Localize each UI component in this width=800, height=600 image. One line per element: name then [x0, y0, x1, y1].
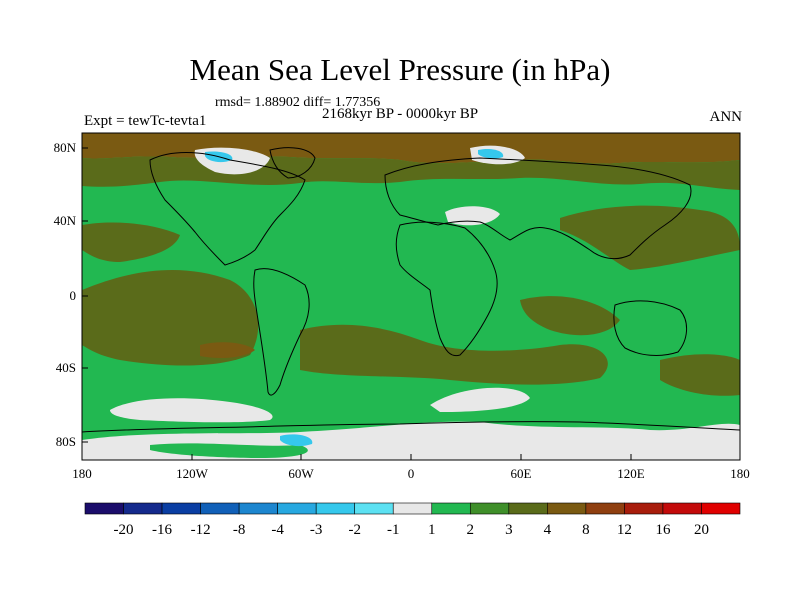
coastlines [81, 147, 741, 433]
colorbar-swatch [84, 502, 124, 515]
colorbar-label: -12 [191, 522, 211, 538]
colorbar-label: -16 [152, 522, 172, 538]
colorbar-label: 20 [694, 522, 709, 538]
colorbar-label: 3 [505, 522, 513, 538]
map-title: Mean Sea Level Pressure (in hPa) [189, 52, 611, 87]
colorbar-label: -2 [348, 522, 361, 538]
olive-nw-pacific [560, 205, 740, 270]
colorbar-swatch [701, 502, 741, 515]
colorbar-label: 1 [428, 522, 436, 538]
lat-tick-80s: 80S [56, 434, 76, 449]
olive-s-pacific-east [660, 354, 740, 396]
olive-s-atlantic [300, 324, 608, 385]
colorbar-label: 2 [467, 522, 475, 538]
colorbar-label: 16 [655, 522, 671, 538]
colorbar-swatch [123, 502, 163, 515]
antarctic-green-patch [150, 443, 308, 458]
colorbar-swatch [469, 502, 510, 515]
rmsd-stats: rmsd= 1.88902 diff= 1.77356 [215, 95, 381, 110]
colorbar-label: -1 [387, 522, 400, 538]
lon-tick-180e: 180 [730, 466, 750, 481]
colorbar-swatch [585, 502, 625, 515]
lat-tick-80n: 80N [54, 140, 77, 155]
lat-axis: 80N 40N 0 40S 80S [54, 140, 88, 449]
olive-s-indian [520, 296, 620, 336]
season-label: ANN [709, 109, 743, 125]
map-panel [82, 133, 740, 460]
colorbar-swatch [624, 502, 664, 515]
time-period: 2168kyr BP - 0000kyr BP [322, 106, 479, 122]
colorbar-swatch [200, 502, 240, 515]
lon-axis: 180 120W 60W 0 60E 120E 180 [72, 454, 750, 481]
colorbar-label: 4 [544, 522, 552, 538]
antarctic-cyan [280, 434, 313, 447]
colorbar-swatch [508, 502, 548, 515]
colorbar-label: -8 [233, 522, 246, 538]
colorbar-swatch [547, 502, 587, 515]
olive-ne-pacific [82, 222, 180, 262]
colorbar-swatch [161, 502, 201, 515]
siberia-cyan [478, 148, 504, 159]
lon-tick-60e: 60E [511, 466, 532, 481]
lat-tick-40n: 40N [54, 213, 77, 228]
colorbar-label: 8 [582, 522, 590, 538]
tibet-light [445, 206, 500, 226]
colorbar-swatch [238, 502, 278, 515]
colorbar-swatch [431, 502, 471, 515]
lat-tick-40s: 40S [56, 360, 76, 375]
colorbar-label: -3 [310, 522, 323, 538]
colorbar-swatch [662, 502, 702, 515]
colorbar-label: -20 [114, 522, 134, 538]
lon-tick-180w: 180 [72, 466, 92, 481]
lon-tick-120w: 120W [176, 466, 209, 481]
brown-s-pacific [200, 342, 255, 358]
lon-tick-0: 0 [408, 466, 415, 481]
lat-tick-0: 0 [70, 288, 77, 303]
colorbar-swatch [354, 502, 394, 515]
colorbar: -20 -16 -12 -8 -4 -3 -2 -1 1 2 3 4 8 12 16 20 [84, 502, 741, 538]
colorbar-label: -4 [271, 522, 284, 538]
southern-light-band [110, 398, 273, 423]
experiment-label: Expt = tewTc-tevta1 [84, 113, 207, 129]
colorbar-swatch [315, 502, 356, 515]
colorbar-label: 12 [617, 522, 632, 538]
lon-tick-60w: 60W [288, 466, 314, 481]
colorbar-swatch [277, 502, 317, 515]
colorbar-swatch [392, 502, 433, 515]
olive-s-pacific [82, 269, 259, 366]
lon-tick-120e: 120E [617, 466, 645, 481]
southern-light-band-2 [430, 387, 530, 412]
